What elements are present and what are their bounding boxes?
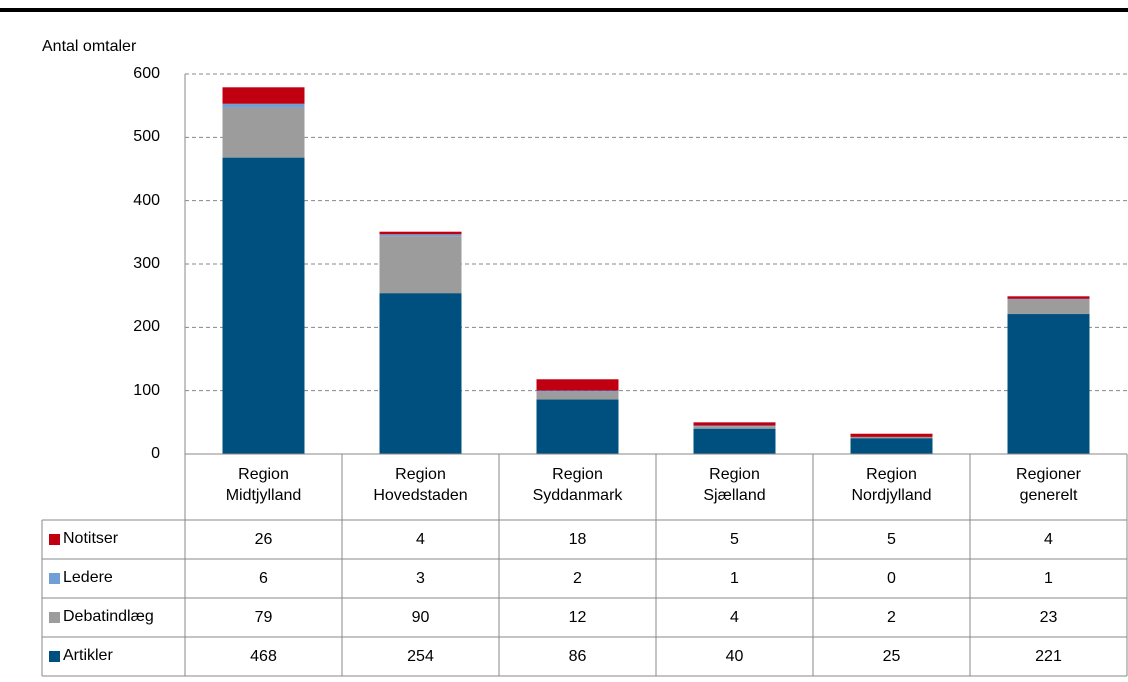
table-cell: 221: [1035, 648, 1062, 665]
legend-swatch: [49, 534, 60, 545]
table-cell: 25: [882, 648, 901, 665]
category-label: Region Syddanmark: [532, 466, 623, 504]
bar-segment: [693, 426, 776, 429]
bar-segment: [1007, 299, 1090, 315]
table-cell: 2: [887, 609, 896, 626]
bar-segment: [693, 425, 776, 427]
bar-segment: [379, 293, 462, 454]
table-cell: 3: [416, 570, 425, 587]
bar-segment: [536, 390, 619, 392]
y-tick-label: 400: [133, 191, 160, 209]
table-cell: 4: [416, 531, 425, 548]
table-cell: 12: [568, 609, 587, 626]
bar-segment: [379, 234, 462, 237]
table-cell: 4: [730, 609, 739, 626]
bar-segment: [222, 107, 305, 158]
table-cell: 254: [407, 648, 434, 665]
y-tick-label: 200: [133, 318, 160, 336]
bar-segment: [1007, 314, 1090, 454]
table-cell: 23: [1039, 609, 1058, 626]
bar-segment: [693, 428, 776, 454]
bar-segment: [379, 236, 462, 294]
table-cell: 1: [730, 570, 739, 587]
bar-segment: [1007, 296, 1090, 299]
y-tick-label: 600: [133, 65, 160, 82]
bar-segment: [850, 438, 933, 454]
category-label: Regioner generelt: [1016, 466, 1081, 504]
table-cell: 40: [725, 648, 744, 665]
y-tick-label: 0: [151, 445, 160, 462]
table-cell: 79: [254, 609, 273, 626]
bar-segment: [222, 157, 305, 454]
header-rule: [0, 8, 1128, 12]
bar-segment: [850, 436, 933, 439]
y-tick-label: 100: [133, 381, 160, 399]
y-tick-label: 500: [133, 128, 160, 146]
legend-label: Debatindlæg: [63, 608, 154, 625]
bar-segment: [536, 399, 619, 454]
y-tick-label: 300: [133, 255, 160, 272]
legend-label: Notitser: [63, 530, 119, 547]
table-cell: 86: [568, 648, 587, 665]
table-cell: 5: [730, 531, 739, 548]
bar-segment: [850, 433, 933, 437]
legend-swatch: [49, 612, 60, 623]
table-cell: 18: [568, 531, 587, 548]
bar-segment: [222, 87, 305, 104]
category-label: Region Midtjylland: [225, 466, 302, 504]
table-cell: 90: [411, 609, 430, 626]
table-cell: 6: [259, 570, 268, 587]
table-cell: 1: [1044, 570, 1053, 587]
table-cell: 0: [887, 570, 896, 587]
legend-swatch: [49, 651, 60, 662]
category-label: Region Hovedstaden: [373, 466, 468, 504]
table-cell: 4: [1044, 531, 1053, 548]
bar-segment: [693, 422, 776, 426]
legend-label: Ledere: [63, 569, 113, 586]
bar-segment: [1007, 298, 1090, 300]
bar-segment: [536, 379, 619, 391]
legend-label: Artikler: [63, 647, 113, 664]
legend-swatch: [49, 573, 60, 584]
category-label: Region Nordjylland: [851, 466, 932, 504]
bar-segment: [222, 103, 305, 108]
bar-segment: [379, 231, 462, 235]
y-axis-label: Antal omtaler: [42, 38, 137, 55]
table-cell: 2: [573, 570, 582, 587]
bar-segment: [536, 391, 619, 400]
category-label: Region Sjælland: [703, 466, 766, 504]
table-cell: 468: [250, 648, 277, 665]
table-cell: 26: [254, 531, 273, 548]
table-cell: 5: [887, 531, 896, 548]
